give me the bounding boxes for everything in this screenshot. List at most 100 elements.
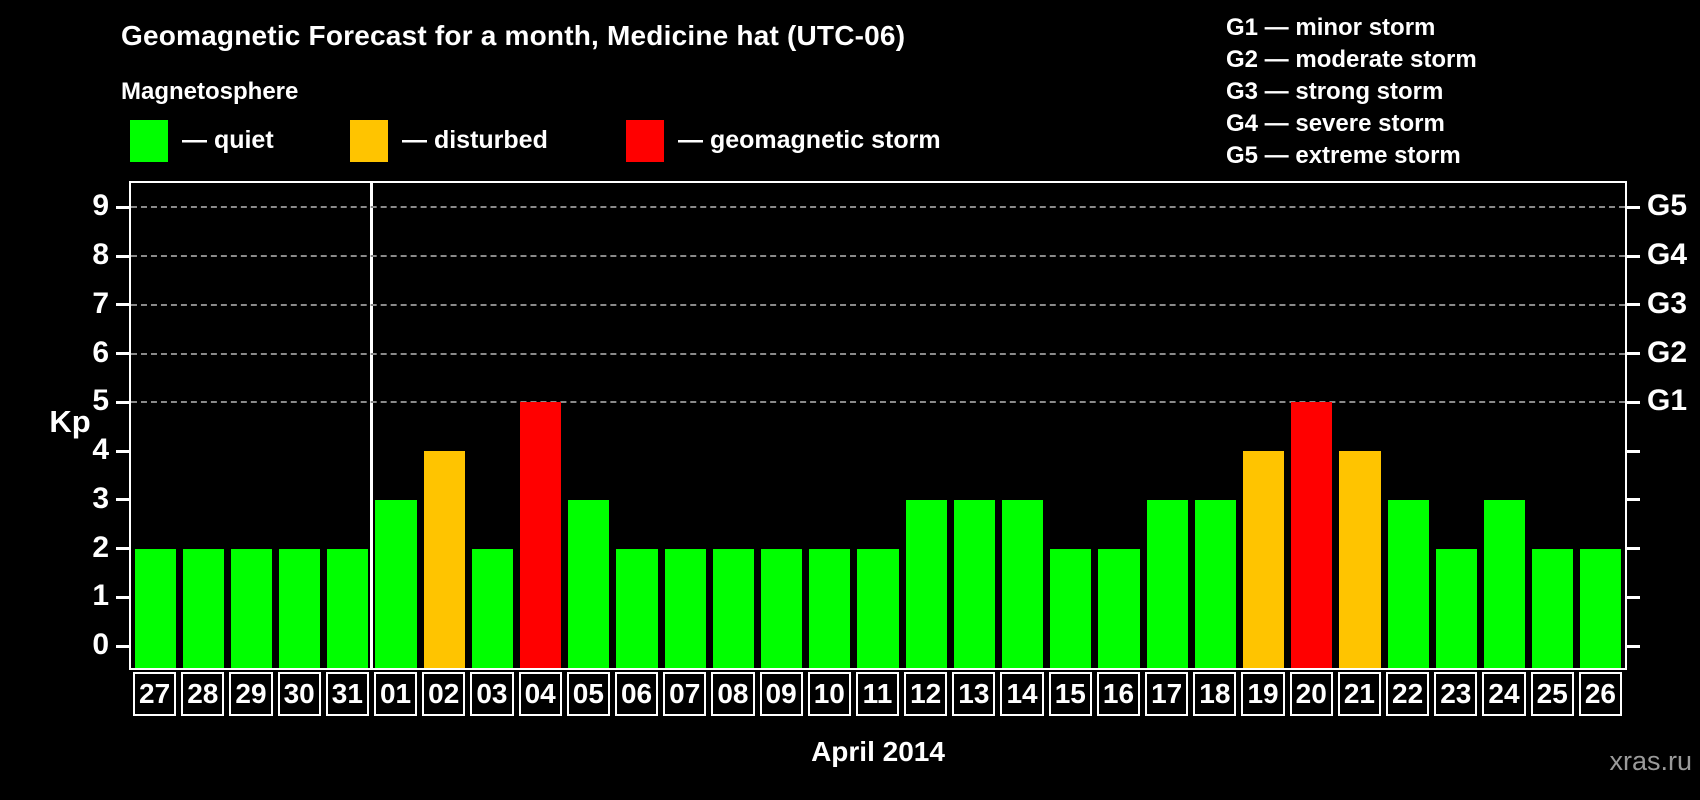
g-legend-item-g1: G1 — minor storm: [1226, 14, 1436, 41]
day-label-15: 15: [1048, 672, 1092, 716]
y-axis-tick-left: [116, 254, 129, 258]
y-axis-title: Kp: [49, 404, 91, 439]
y-axis-tick-left: [116, 547, 129, 551]
bar-day-01: [375, 499, 417, 668]
y-axis-tick-label: 2: [92, 530, 109, 564]
day-label-18: 18: [1193, 672, 1237, 716]
y-axis-tick-left: [116, 205, 129, 209]
y-axis-tick-label: 5: [92, 384, 109, 418]
g-legend-item-g5: G5 — extreme storm: [1226, 142, 1461, 169]
day-label-14: 14: [1000, 672, 1044, 716]
g-level-label: G1: [1647, 384, 1688, 418]
y-axis-tick-label: 8: [92, 238, 109, 272]
month-divider-line: [370, 183, 374, 668]
storm-color-swatch-icon: [626, 120, 664, 162]
y-axis-tick-left: [116, 400, 129, 404]
bar-day-30: [279, 548, 321, 668]
y-axis-tick-right: [1627, 400, 1640, 404]
chart-title: Geomagnetic Forecast for a month, Medici…: [121, 20, 906, 51]
bar-day-09: [761, 548, 803, 668]
day-label-22: 22: [1386, 672, 1430, 716]
y-axis-tick-right: [1627, 547, 1640, 551]
bar-day-31: [327, 548, 369, 668]
bar-day-04: [520, 402, 562, 668]
bar-day-29: [230, 548, 273, 668]
bar-day-12: [905, 499, 947, 668]
day-label-31: 31: [325, 672, 369, 716]
bar-day-21: [1339, 451, 1381, 668]
day-label-09: 09: [759, 672, 803, 716]
day-label-16: 16: [1096, 672, 1141, 716]
y-axis-tick-right: [1627, 352, 1640, 356]
bar-day-24: [1483, 499, 1526, 668]
day-label-07: 07: [663, 672, 707, 716]
bar-day-11: [857, 548, 899, 668]
y-axis-tick-right: [1627, 498, 1640, 502]
bar-day-17: [1146, 499, 1188, 668]
bar-day-03: [471, 548, 514, 668]
y-axis-tick-right: [1627, 449, 1640, 453]
y-axis-tick-right: [1627, 205, 1640, 209]
bar-day-23: [1435, 548, 1477, 668]
day-label-08: 08: [711, 672, 755, 716]
y-axis-tick-label: 0: [92, 628, 109, 662]
bar-day-20: [1291, 402, 1333, 668]
bar-day-22: [1387, 499, 1429, 668]
y-axis-tick-left: [116, 449, 129, 453]
bar-day-26: [1580, 548, 1622, 668]
g-level-label: G3: [1647, 286, 1688, 320]
bar-day-27: [134, 548, 176, 668]
day-label-19: 19: [1241, 672, 1285, 716]
bar-day-08: [712, 548, 754, 668]
bar-day-07: [664, 548, 706, 668]
bar-day-05: [568, 499, 610, 668]
bar-day-13: [953, 499, 995, 668]
y-axis-tick-label: 1: [92, 579, 109, 613]
day-label-30: 30: [277, 672, 321, 716]
legend-item-label: — disturbed: [402, 126, 548, 154]
gridline: [131, 255, 1625, 258]
bar-day-14: [1001, 499, 1044, 668]
day-label-27: 27: [133, 672, 177, 716]
g-level-label: G4: [1647, 238, 1688, 272]
day-label-24: 24: [1482, 672, 1526, 716]
magnetosphere-legend: — quiet — disturbed — geomagnetic storm: [0, 118, 1700, 164]
bar-day-06: [616, 548, 658, 668]
y-axis-tick-left: [116, 644, 129, 648]
day-label-04: 04: [518, 672, 562, 716]
gridline: [131, 206, 1625, 209]
day-label-21: 21: [1337, 672, 1382, 716]
y-axis-tick-right: [1627, 303, 1640, 307]
day-label-25: 25: [1530, 672, 1574, 716]
g-scale-legend: G1 — minor storm G2 — moderate storm G3 …: [1226, 12, 1477, 172]
y-axis-tick-right: [1627, 595, 1640, 599]
g-legend-item-g4: G4 — severe storm: [1226, 110, 1445, 137]
y-axis-tick-label: 9: [92, 189, 109, 223]
gridline: [131, 401, 1625, 404]
day-label-13: 13: [952, 672, 996, 716]
g-level-label: G2: [1647, 335, 1688, 369]
g-level-label: G5: [1647, 189, 1688, 223]
y-axis-tick-left: [116, 498, 129, 502]
y-axis-tick-label: 4: [92, 433, 109, 467]
g-legend-item-g3: G3 — strong storm: [1226, 78, 1444, 105]
x-axis-title: April 2014: [811, 736, 945, 767]
watermark: xras.ru: [1609, 746, 1692, 776]
y-axis-tick-left: [116, 352, 129, 356]
gridline: [131, 303, 1625, 306]
bar-day-10: [809, 548, 851, 668]
y-axis-tick-left: [116, 595, 129, 599]
day-label-28: 28: [181, 672, 225, 716]
y-axis-tick-label: 6: [92, 335, 109, 369]
plot-frame: [129, 181, 1627, 670]
bar-day-19: [1242, 451, 1285, 668]
day-label-02: 02: [422, 672, 466, 716]
day-label-05: 05: [566, 672, 610, 716]
day-label-06: 06: [614, 672, 659, 716]
y-axis-tick-right: [1627, 644, 1640, 648]
bar-day-15: [1050, 548, 1092, 668]
g-legend-item-g2: G2 — moderate storm: [1226, 46, 1477, 73]
disturbed-color-swatch-icon: [350, 120, 388, 162]
bar-day-25: [1532, 548, 1574, 668]
